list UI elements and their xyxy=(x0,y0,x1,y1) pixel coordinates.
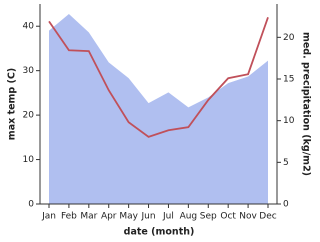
precipitation-area xyxy=(49,14,268,204)
y2-tick-label: 15 xyxy=(283,75,294,85)
y-tick-label: 30 xyxy=(23,66,35,76)
x-tick-label: Feb xyxy=(61,212,77,222)
x-tick-label: Jul xyxy=(162,212,174,222)
y2-tick-label: 5 xyxy=(283,158,289,168)
x-tick-label: Aug xyxy=(180,212,198,222)
y2-tick-label: 0 xyxy=(283,200,289,210)
x-tick-label: Apr xyxy=(101,212,117,222)
x-tick-label: Sep xyxy=(200,212,217,222)
x-axis-title: date (month) xyxy=(124,227,195,238)
x-tick-label: Jun xyxy=(141,212,156,222)
x-tick-label: Jan xyxy=(41,212,56,222)
y-tick-label: 10 xyxy=(23,155,35,165)
x-tick-label: Oct xyxy=(220,212,236,222)
y2-axis-title: med. precipitation (kg/m2) xyxy=(301,32,312,176)
x-tick-label: Nov xyxy=(239,212,257,222)
y-tick-label: 40 xyxy=(23,22,35,32)
x-tick-label: Mar xyxy=(80,212,97,222)
y-axis-title: max temp (C) xyxy=(7,68,18,140)
y2-tick-label: 20 xyxy=(283,33,295,43)
x-tick-label: Dec xyxy=(259,212,276,222)
temperature-line xyxy=(48,17,269,138)
x-tick-label: May xyxy=(119,212,138,222)
y-tick-label: 20 xyxy=(23,111,35,121)
y-tick-label: 0 xyxy=(28,200,34,210)
y2-tick-label: 10 xyxy=(283,116,295,126)
